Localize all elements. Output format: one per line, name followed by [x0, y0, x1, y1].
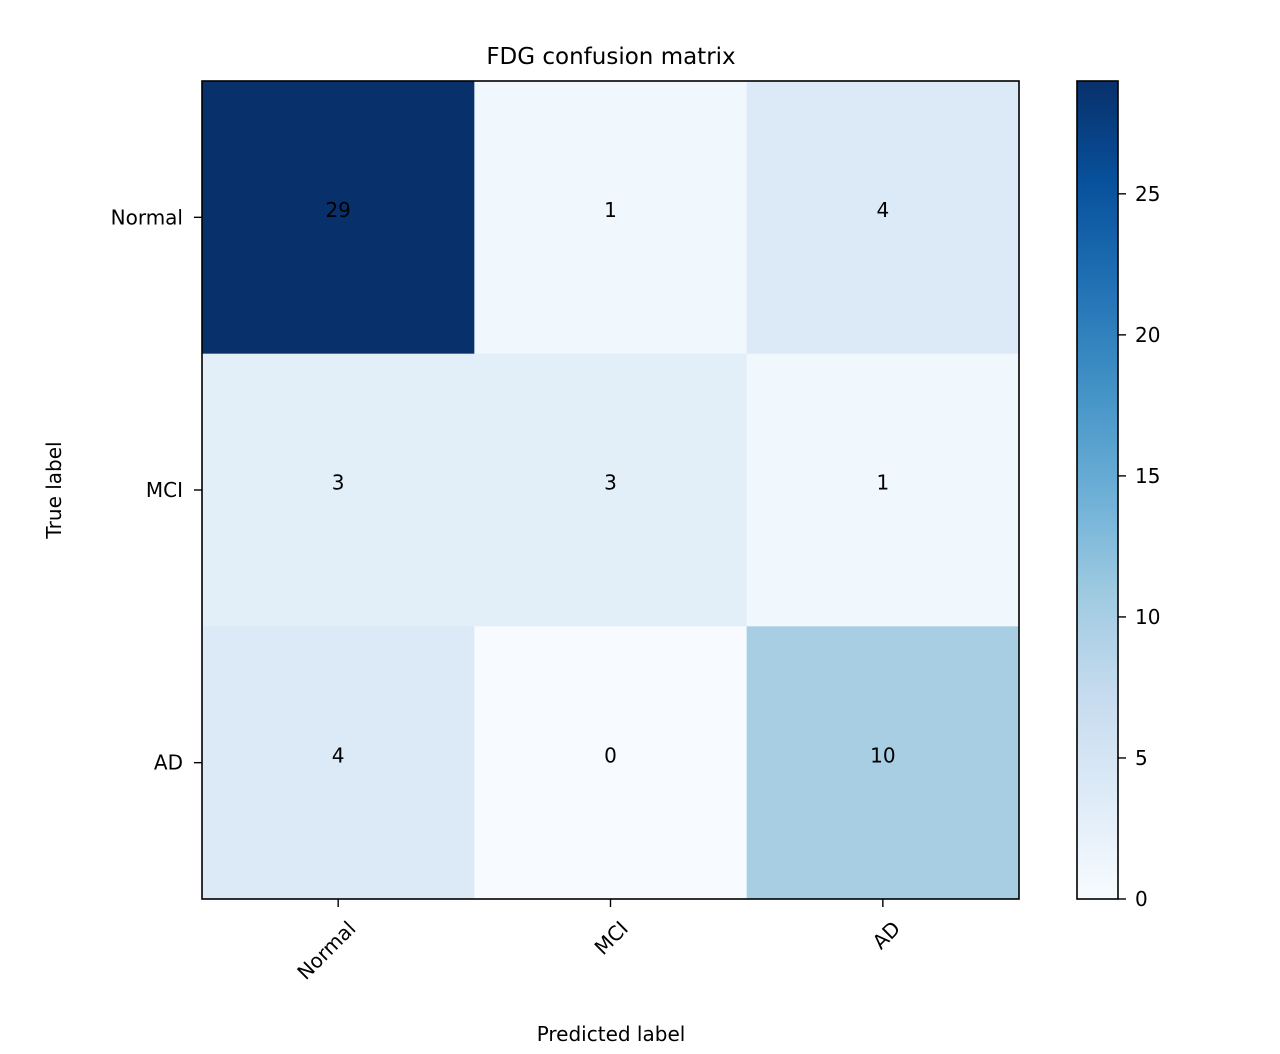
cell-value-label: 0 — [604, 743, 617, 767]
cell-value-label: 1 — [876, 471, 889, 495]
cell-value-label: 3 — [604, 471, 617, 495]
chart-title: FDG confusion matrix — [486, 44, 735, 70]
colorbar-tick-label: 15 — [1135, 464, 1160, 488]
heatmap-cell — [746, 626, 1020, 900]
colorbar-tick-label: 10 — [1135, 605, 1160, 629]
x-tick-label: Normal — [292, 916, 360, 984]
heatmap-cell — [202, 626, 475, 900]
colorbar-tick-label: 0 — [1135, 887, 1148, 911]
colorbar-ticks: 0 5 10 15 20 25 — [1118, 182, 1160, 911]
x-axis-label: Predicted label — [537, 1022, 686, 1046]
cell-value-label: 4 — [332, 743, 345, 767]
colorbar-tick-label: 20 — [1135, 323, 1160, 347]
heatmap-cell — [746, 353, 1020, 627]
cell-value-label: 10 — [870, 743, 895, 767]
heatmap-cell — [746, 81, 1020, 355]
heatmap-cells — [202, 81, 1020, 900]
x-tick-label: AD — [868, 916, 906, 954]
x-tick-label: MCI — [590, 916, 633, 959]
y-axis-ticks: Normal MCI AD — [111, 205, 202, 775]
x-axis-ticks: Normal MCI AD — [292, 899, 905, 984]
cell-value-label: 1 — [604, 198, 617, 222]
cell-value-label: 3 — [332, 471, 345, 495]
colorbar-tick-label: 5 — [1135, 746, 1148, 770]
cell-value-label: 4 — [876, 198, 889, 222]
colorbar-tick-label: 25 — [1135, 182, 1160, 206]
y-axis-label: True label — [42, 441, 66, 539]
y-tick-label: MCI — [146, 478, 183, 502]
y-tick-label: AD — [154, 751, 183, 775]
heatmap-cell — [202, 81, 475, 355]
heatmap-cell — [474, 626, 748, 900]
cell-value-label: 29 — [325, 198, 350, 222]
heatmap-cell-labels: 29 1 4 3 3 1 4 0 10 — [325, 198, 895, 767]
heatmap-cell — [474, 353, 748, 627]
heatmap-cell — [474, 81, 748, 355]
colorbar — [1076, 80, 1119, 900]
y-tick-label: Normal — [111, 205, 183, 229]
heatmap-cell — [202, 353, 475, 627]
